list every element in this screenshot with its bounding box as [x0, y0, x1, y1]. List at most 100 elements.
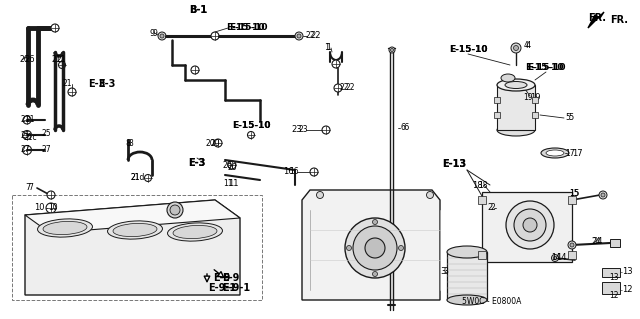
Text: 13: 13 [622, 268, 632, 277]
Text: 22: 22 [339, 84, 349, 93]
Circle shape [334, 84, 342, 92]
Text: 1: 1 [324, 43, 329, 53]
Ellipse shape [447, 246, 487, 258]
Circle shape [145, 174, 152, 182]
Text: E-15-10: E-15-10 [228, 24, 268, 33]
Text: 24: 24 [591, 238, 601, 247]
Circle shape [372, 271, 378, 277]
Text: 12: 12 [609, 291, 619, 300]
Circle shape [47, 191, 55, 199]
Text: 22: 22 [310, 32, 321, 41]
Text: 22: 22 [305, 32, 315, 41]
Bar [568, 196, 576, 204]
Text: 5: 5 [566, 114, 570, 122]
Circle shape [214, 139, 222, 147]
Text: 21: 21 [20, 115, 30, 124]
Text: 21c: 21c [23, 133, 37, 143]
Circle shape [22, 145, 31, 154]
Circle shape [211, 32, 219, 40]
Text: 6: 6 [403, 123, 408, 132]
Polygon shape [302, 190, 440, 300]
Circle shape [346, 246, 351, 250]
Circle shape [372, 219, 378, 225]
Circle shape [23, 116, 31, 124]
Bar [497, 85, 535, 130]
Text: E-3: E-3 [188, 158, 205, 168]
Ellipse shape [505, 81, 527, 88]
Ellipse shape [168, 223, 223, 241]
Ellipse shape [38, 219, 92, 237]
Ellipse shape [541, 148, 569, 158]
Circle shape [599, 191, 607, 199]
Text: E-13: E-13 [442, 159, 466, 169]
Text: 19: 19 [523, 93, 533, 102]
Circle shape [170, 205, 180, 215]
Circle shape [310, 168, 318, 176]
Text: E-15-10: E-15-10 [527, 63, 565, 72]
Circle shape [332, 60, 340, 68]
Text: 20: 20 [227, 164, 237, 173]
Text: 21: 21 [25, 115, 35, 124]
Bar [478, 251, 486, 259]
Circle shape [295, 32, 303, 40]
Circle shape [51, 24, 59, 32]
Text: 3: 3 [440, 268, 446, 277]
Ellipse shape [501, 74, 515, 82]
Circle shape [389, 47, 395, 53]
Text: 25: 25 [41, 130, 51, 138]
Circle shape [506, 201, 554, 249]
Text: 8: 8 [125, 139, 131, 149]
Text: 19: 19 [530, 93, 541, 102]
Circle shape [317, 191, 323, 198]
Ellipse shape [43, 221, 87, 234]
Text: E-9-1: E-9-1 [222, 283, 250, 293]
Text: B-1: B-1 [189, 5, 207, 15]
Circle shape [160, 34, 164, 38]
Text: FR.: FR. [610, 15, 628, 25]
Text: 17: 17 [565, 149, 575, 158]
Bar [532, 97, 538, 103]
Text: 5W0C - E0800A: 5W0C - E0800A [462, 298, 522, 307]
Text: 24: 24 [593, 238, 604, 247]
Text: 3: 3 [444, 268, 449, 277]
Text: 20: 20 [210, 138, 220, 147]
Text: 1: 1 [326, 43, 332, 53]
Text: E-3: E-3 [98, 79, 115, 89]
Text: 11: 11 [223, 179, 233, 188]
Ellipse shape [173, 226, 217, 239]
Circle shape [511, 43, 521, 53]
Text: 8: 8 [129, 139, 133, 149]
Text: 23: 23 [291, 125, 302, 135]
Bar [568, 251, 576, 259]
Circle shape [46, 203, 56, 213]
Text: 14: 14 [556, 254, 566, 263]
Text: E-15-10: E-15-10 [525, 63, 563, 72]
Circle shape [390, 48, 394, 51]
Text: 7: 7 [29, 183, 33, 192]
Circle shape [228, 161, 236, 169]
Bar [447, 252, 487, 300]
Polygon shape [588, 12, 604, 28]
Bar [602, 268, 620, 277]
Text: 10: 10 [48, 204, 58, 212]
Bar [610, 239, 620, 247]
Text: 13: 13 [609, 273, 619, 283]
Bar [532, 112, 538, 118]
Bar [494, 97, 500, 103]
Bar [478, 196, 486, 204]
Circle shape [248, 131, 255, 138]
Circle shape [58, 62, 65, 69]
Circle shape [158, 32, 166, 40]
Text: 2: 2 [488, 204, 493, 212]
Text: 11: 11 [228, 179, 239, 188]
Ellipse shape [447, 295, 487, 305]
Text: 12: 12 [622, 286, 632, 294]
Circle shape [426, 191, 433, 198]
Text: 2: 2 [491, 204, 495, 212]
Circle shape [568, 241, 576, 249]
Text: 26: 26 [19, 56, 29, 64]
Text: 21: 21 [131, 174, 140, 182]
Circle shape [22, 130, 31, 139]
Text: 23: 23 [298, 125, 308, 135]
Circle shape [601, 193, 605, 197]
